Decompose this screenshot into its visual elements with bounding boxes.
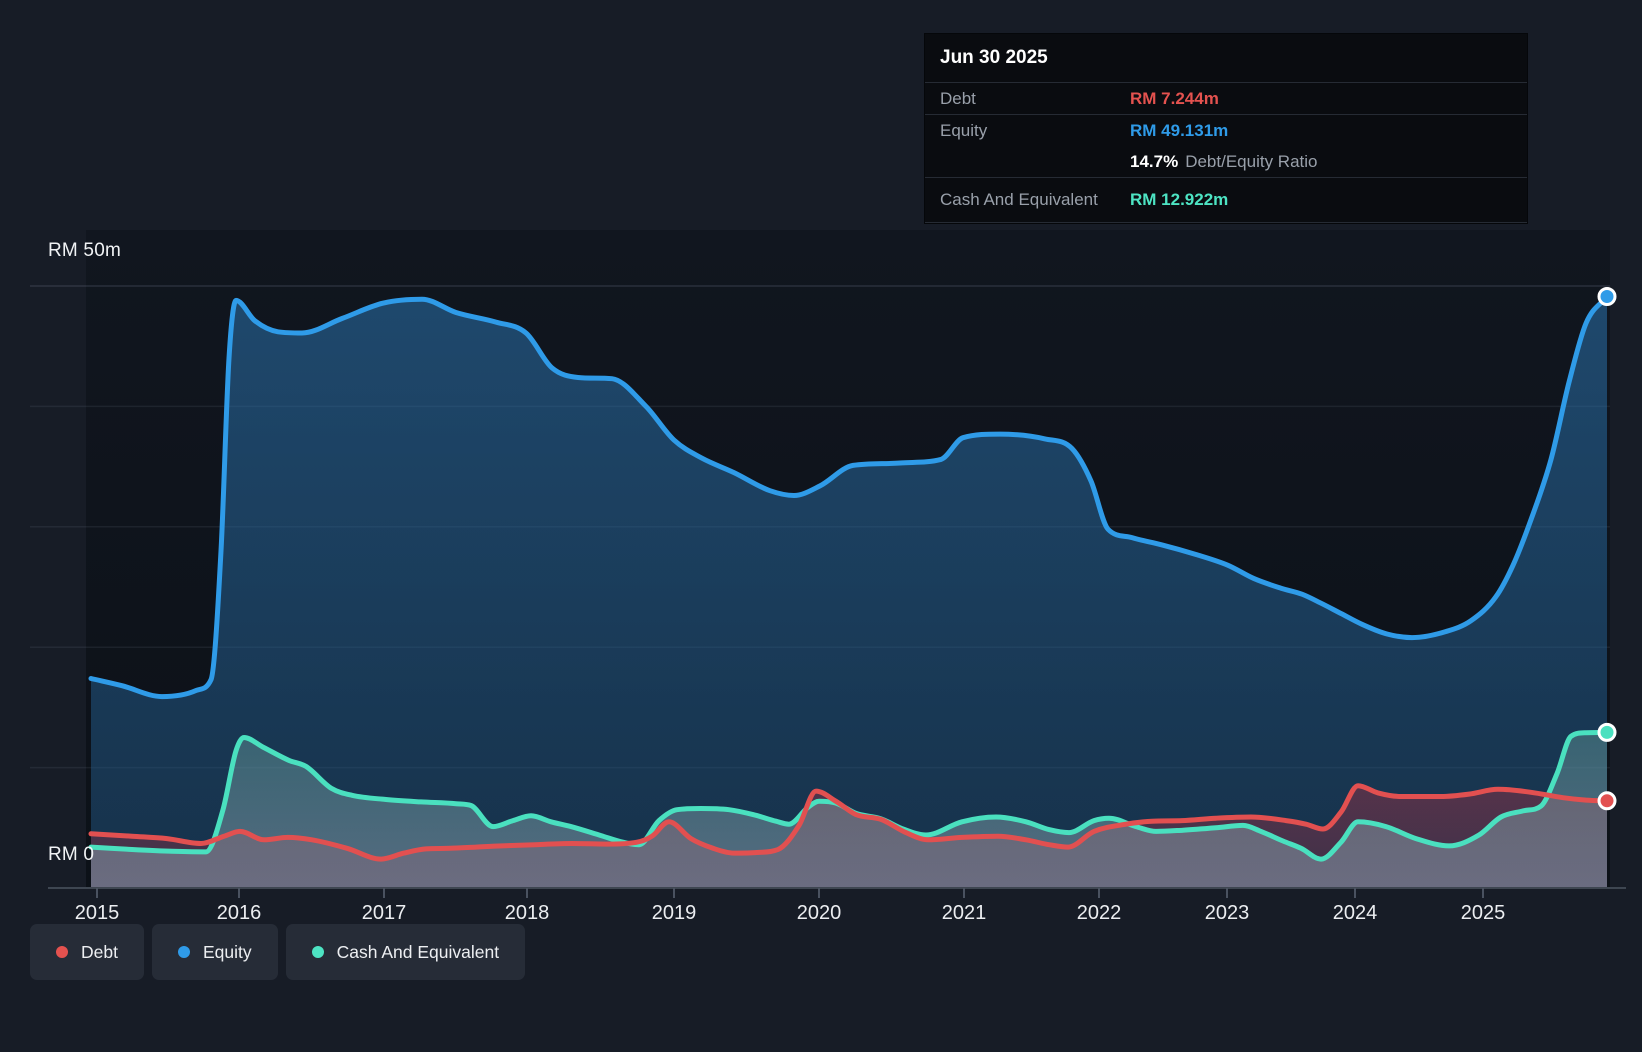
legend-item-cash[interactable]: Cash And Equivalent xyxy=(286,924,525,980)
tooltip-ratio: 14.7% Debt/Equity Ratio xyxy=(1130,152,1318,172)
y-axis-label-50m: RM 50m xyxy=(48,240,121,262)
tooltip-equity-value: RM 49.131m xyxy=(1130,121,1228,141)
tooltip-ratio-value: 14.7% xyxy=(1130,152,1178,171)
tooltip-cash-label: Cash And Equivalent xyxy=(940,190,1130,210)
x-axis-ticks xyxy=(97,888,1483,898)
legend-item-debt[interactable]: Debt xyxy=(30,924,144,980)
tooltip-debt-label: Debt xyxy=(940,89,1130,109)
tooltip-row-cash: Cash And Equivalent RM 12.922m xyxy=(925,178,1527,223)
tooltip-debt-value: RM 7.244m xyxy=(1130,89,1219,109)
cash-endpoint-dot[interactable] xyxy=(1599,724,1615,740)
legend-debt-label: Debt xyxy=(81,942,118,963)
cash-color-dot xyxy=(312,946,324,958)
legend-equity-label: Equity xyxy=(203,942,252,963)
tooltip-ratio-label: Debt/Equity Ratio xyxy=(1185,152,1317,171)
tooltip-row-debt: Debt RM 7.244m xyxy=(925,83,1527,115)
tooltip-row-equity: Equity RM 49.131m xyxy=(925,115,1527,146)
equity-color-dot xyxy=(178,946,190,958)
tooltip-row-ratio: 14.7% Debt/Equity Ratio xyxy=(925,146,1527,178)
chart-legend: Debt Equity Cash And Equivalent xyxy=(30,924,525,980)
legend-cash-label: Cash And Equivalent xyxy=(337,942,499,963)
legend-item-equity[interactable]: Equity xyxy=(152,924,278,980)
chart-tooltip: Jun 30 2025 Debt RM 7.244m Equity RM 49.… xyxy=(924,33,1528,224)
tooltip-cash-value: RM 12.922m xyxy=(1130,190,1228,210)
equity-endpoint-dot[interactable] xyxy=(1599,289,1615,305)
tooltip-date: Jun 30 2025 xyxy=(925,34,1527,83)
debt-color-dot xyxy=(56,946,68,958)
debt-endpoint-dot[interactable] xyxy=(1599,793,1615,809)
y-axis-label-0: RM 0 xyxy=(48,844,94,866)
tooltip-equity-label: Equity xyxy=(940,121,1130,141)
